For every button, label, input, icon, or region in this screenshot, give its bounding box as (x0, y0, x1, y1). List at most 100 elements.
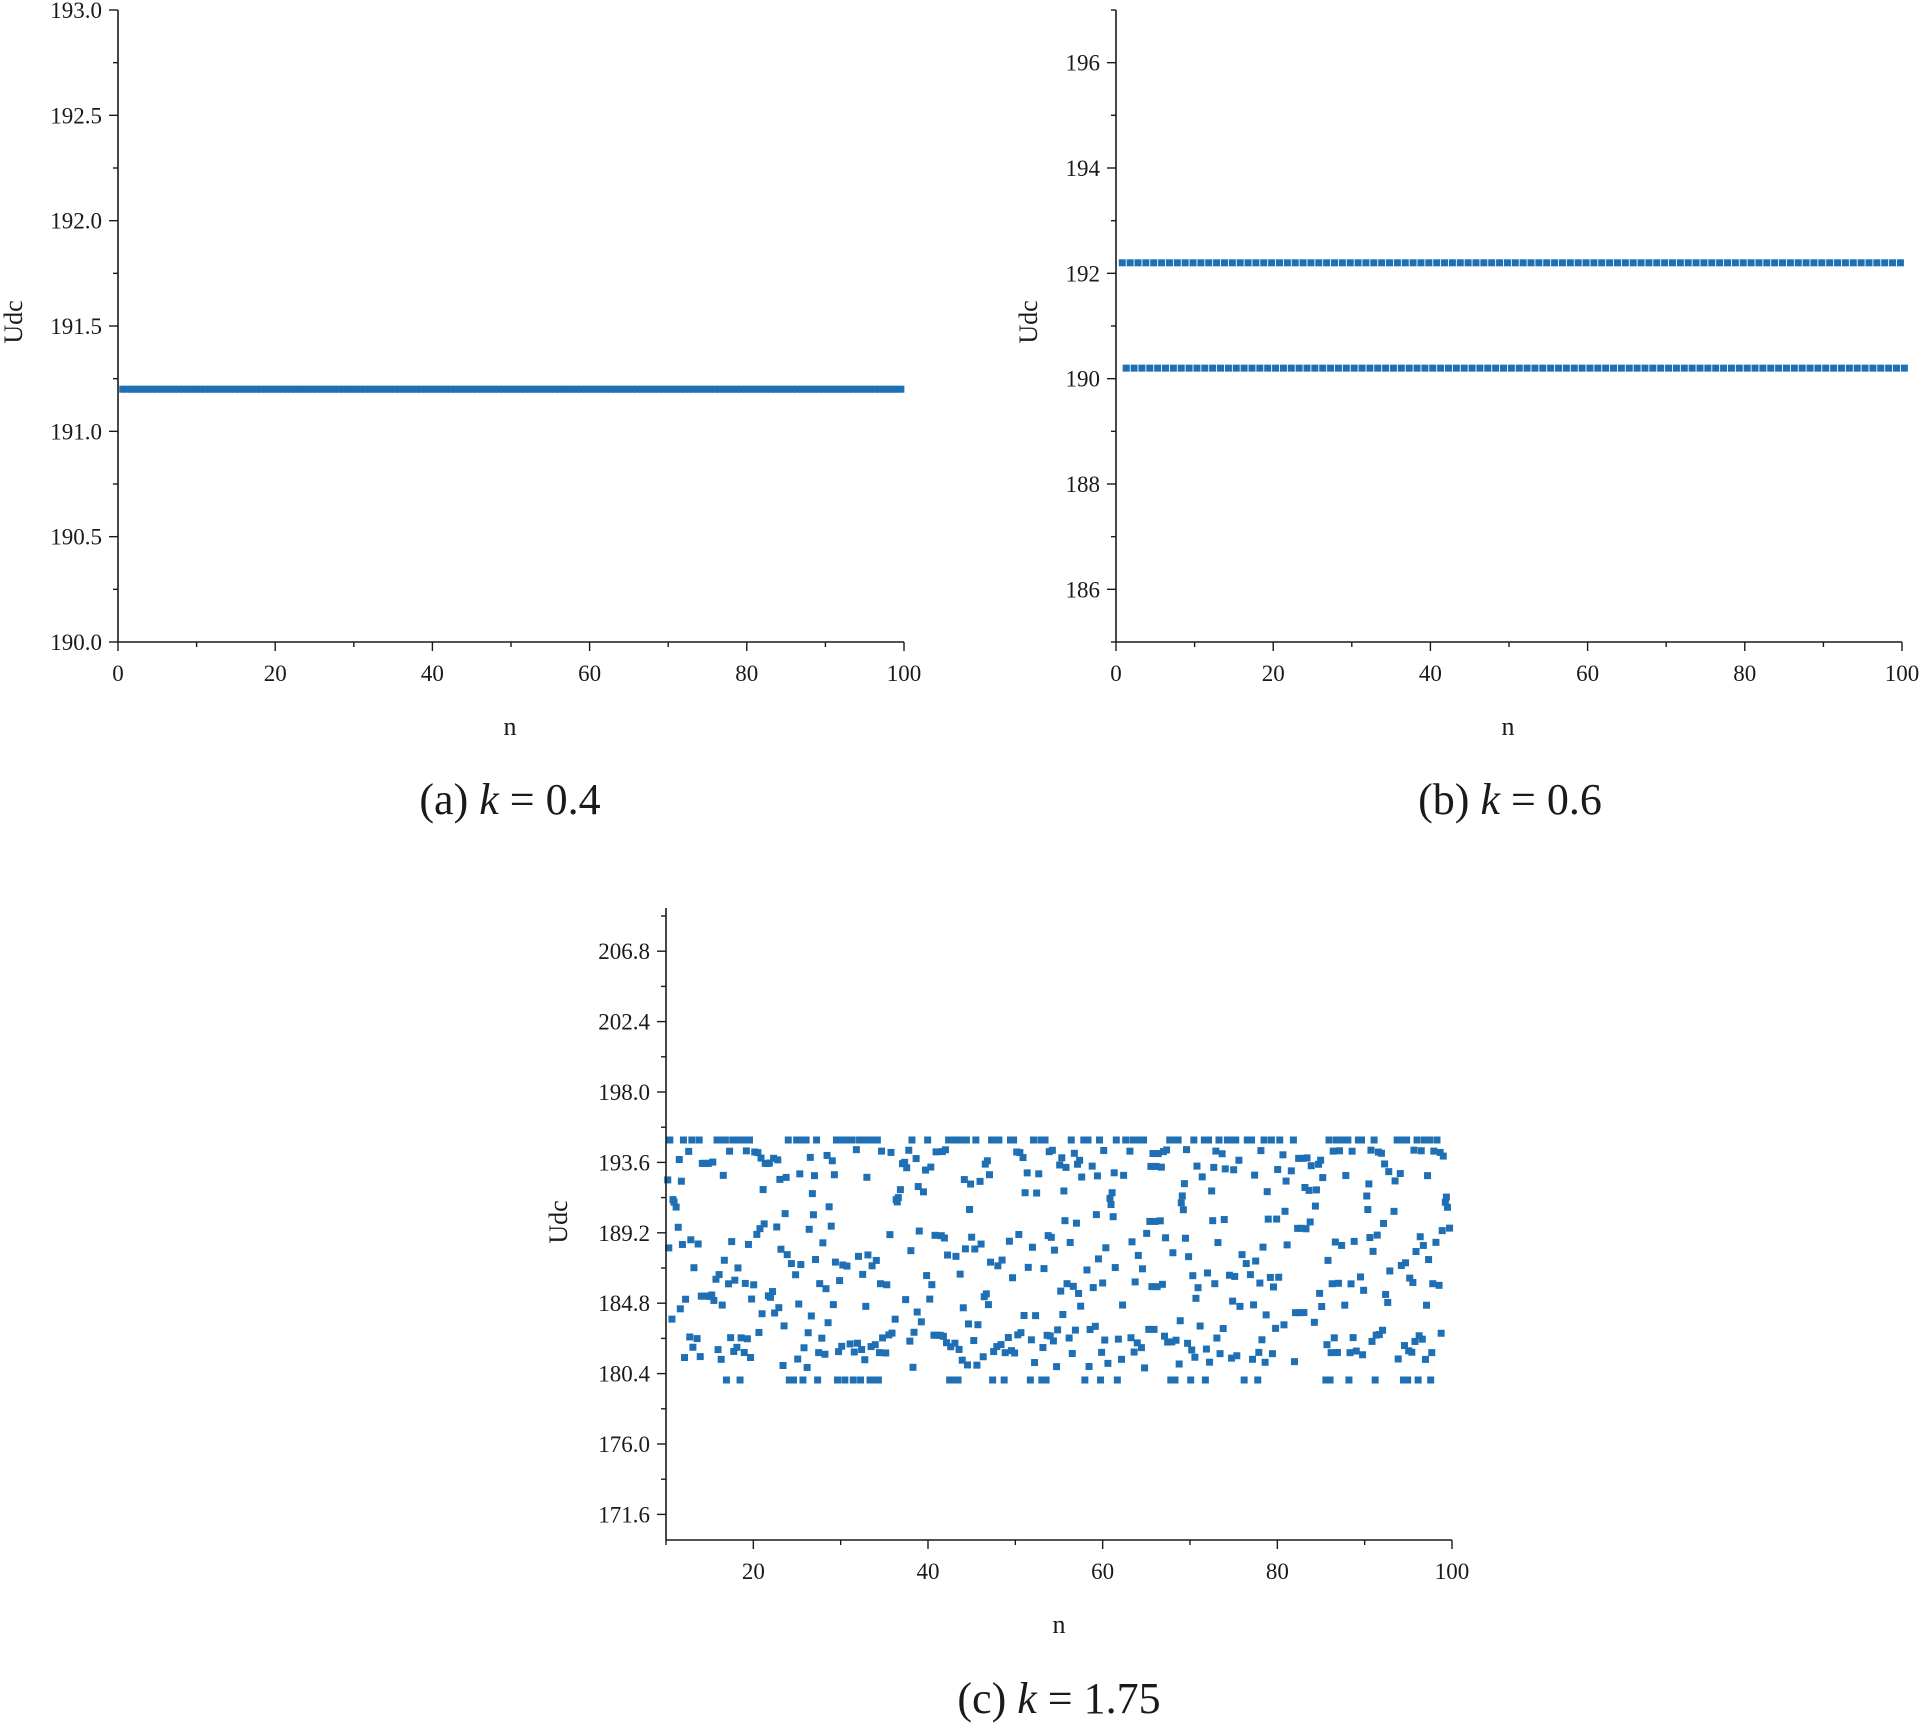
panel-c-data-point (888, 1329, 896, 1337)
panel-c-data-point (1069, 1282, 1077, 1290)
panel-b-data-point (1405, 364, 1413, 372)
panel-c-data-point (1062, 1163, 1070, 1171)
panel-a-data-point (469, 385, 477, 393)
panel-b-data-point (1747, 259, 1755, 267)
panel-c-data-point (971, 1245, 979, 1253)
panel-b-data-point (1362, 259, 1370, 267)
panel-b-data-point (1700, 259, 1708, 267)
panel-c-data-point (1430, 1147, 1438, 1155)
panel-c-data-point (728, 1238, 736, 1246)
panel-c-data-point (705, 1159, 713, 1167)
panel-a-data-point (577, 385, 585, 393)
panel-a-data-point (733, 385, 741, 393)
panel-c-data-point (731, 1276, 739, 1284)
panel-a-data-point (270, 385, 278, 393)
panel-c-data-point (1363, 1192, 1371, 1200)
panel-c-data-point (1252, 1257, 1260, 1265)
panel-b-data-point (1743, 364, 1751, 372)
panel-c-data-point (1370, 1136, 1378, 1144)
panel-a-data-point (849, 385, 857, 393)
panel-c-data-point (1209, 1217, 1217, 1225)
panel-a-data-point (430, 385, 438, 393)
panel-c-data-point (741, 1279, 749, 1287)
panel-a-data-point (387, 385, 395, 393)
panel-c-data-point (718, 1301, 726, 1309)
panel-c-data-point (745, 1136, 753, 1144)
panel-a-data-point (408, 385, 416, 393)
panel-b-data-point (1393, 259, 1401, 267)
panel-a-data-point (568, 385, 576, 393)
panel-b-data-point (1307, 259, 1315, 267)
panel-b-data-point (1358, 364, 1366, 372)
panel-c-data-point (1066, 1238, 1074, 1246)
panel-b-data-point (1295, 364, 1303, 372)
panel-c-data-point (857, 1376, 865, 1384)
panel-c-data-point (1147, 1162, 1155, 1170)
panel-a-data-point (214, 385, 222, 393)
panel-c-data-point (1153, 1283, 1161, 1291)
panel-c-data-point (779, 1361, 787, 1369)
panel-b-data-point (1338, 259, 1346, 267)
panel-c-data-point (1188, 1346, 1196, 1354)
panel-c-data-point (818, 1334, 826, 1342)
panel-c-data-point (722, 1376, 730, 1384)
panel-c-data-point (1345, 1376, 1353, 1384)
panel-c-data-point (681, 1354, 689, 1362)
panel-a-data-point (542, 385, 550, 393)
panel-b-data-point (1798, 364, 1806, 372)
panel-c-data-point (941, 1146, 949, 1154)
panel-c-data-point (987, 1258, 995, 1266)
panel-b-data-point (1574, 259, 1582, 267)
panel-c-data-point (1406, 1274, 1414, 1282)
panel-a-x-tick-label: 20 (264, 661, 287, 686)
panel-b-data-point (1806, 364, 1814, 372)
panel-a-data-point (503, 385, 511, 393)
panel-a-data-point (802, 385, 810, 393)
panel-b-data-point (1441, 259, 1449, 267)
panel-c-data-point (873, 1136, 881, 1144)
panel-c-data-point (686, 1333, 694, 1341)
panel-a-data-point (858, 385, 866, 393)
panel-b-data-point (1873, 259, 1881, 267)
panel-b-data-point (1775, 364, 1783, 372)
panel-c-data-point (905, 1146, 913, 1154)
panel-b-data-point (1802, 259, 1810, 267)
panel-a-data-point (240, 385, 248, 393)
panel-b-data-point (1543, 259, 1551, 267)
panel-c-data-point (1211, 1280, 1219, 1288)
panel-b-data-point (1366, 364, 1374, 372)
panel-b-data-point (1885, 364, 1893, 372)
panel-c-data-point (1009, 1274, 1017, 1282)
panel-c-data-point (1307, 1162, 1315, 1170)
panel-c-data-point (1129, 1136, 1137, 1144)
panel-a-x-tick-label: 40 (421, 661, 444, 686)
panel-b-data-point (1370, 259, 1378, 267)
panel-a-data-point (318, 385, 326, 393)
panel-c-data-point (1110, 1169, 1118, 1177)
panel-c-data-point (1375, 1331, 1383, 1339)
panel-c-data-point (814, 1376, 822, 1384)
panel-a-data-point (495, 385, 503, 393)
panel-c-data-point (954, 1376, 962, 1384)
panel-c-data-point (1134, 1251, 1142, 1259)
panel-b-data-point (1555, 364, 1563, 372)
panel-c-data-point (886, 1231, 894, 1239)
panel-b-data-point (1602, 364, 1610, 372)
panel-a-data-point (201, 385, 209, 393)
panel-c-data-point (806, 1153, 814, 1161)
panel-c-data-point (1101, 1336, 1109, 1344)
panel-b-data-point (1547, 364, 1555, 372)
panel-c-data-point (1261, 1358, 1269, 1366)
panel-a-data-point (352, 385, 360, 393)
panel-c-data-point (1128, 1238, 1136, 1246)
panel-c-data-point (831, 1258, 839, 1266)
panel-c-data-point (1200, 1136, 1208, 1144)
panel-c-data-point (871, 1341, 879, 1349)
panel-a-data-point (888, 385, 896, 393)
panel-a-data-point (417, 385, 425, 393)
panel-c-data-point (1175, 1360, 1183, 1368)
panel-a-data-point (590, 385, 598, 393)
panel-a-data-point (188, 385, 196, 393)
panel-a-data-point (694, 385, 702, 393)
panel-c-data-point (744, 1240, 752, 1248)
